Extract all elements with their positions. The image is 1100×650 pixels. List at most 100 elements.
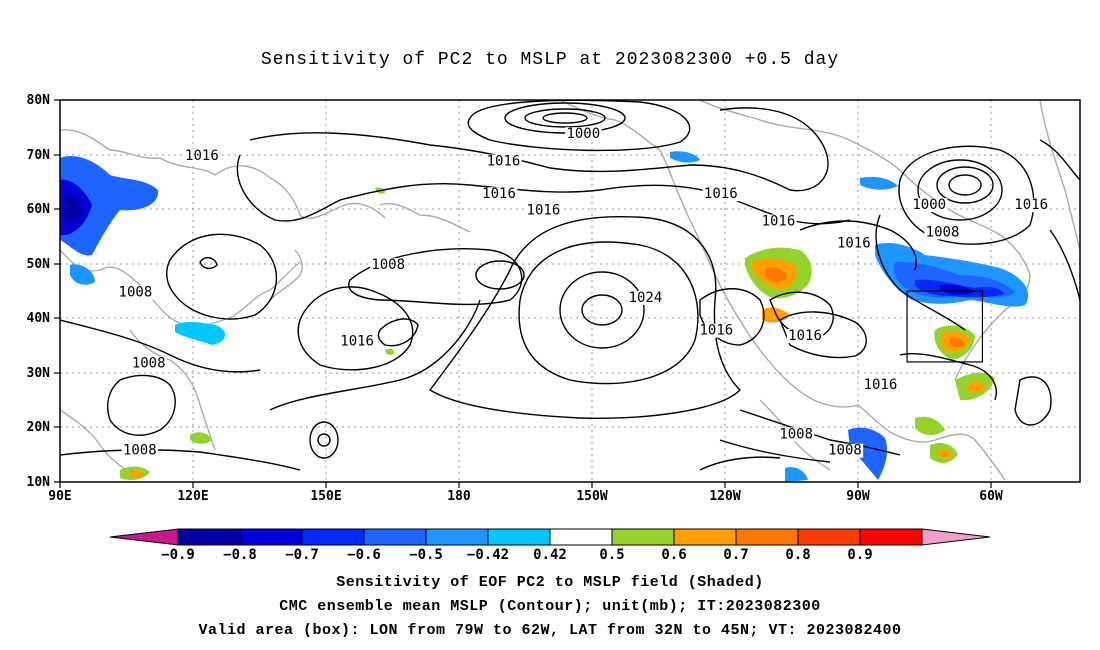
lon-label: 180 (447, 489, 471, 504)
contour-label: 1008 (123, 443, 157, 459)
colorbar-swatch (487, 528, 551, 546)
contour-label-bg (525, 203, 562, 218)
colorbar-label: −0.7 (285, 547, 319, 563)
colorbar-min-arrow (109, 528, 179, 546)
contour-label: 1016 (1014, 197, 1048, 213)
contour-label-bg (183, 149, 221, 164)
colorbar-label: −0.9 (161, 547, 195, 563)
colorbar: −0.9 −0.8 −0.7 −0.6 −0.5 −0.42 0.42 0.5 0.6 0.7 0.… (109, 528, 991, 563)
caption-contour: CMC ensemble mean MSLP (Contour); unit(m… (279, 598, 821, 615)
lat-label: 40N (27, 311, 51, 326)
lat-label: 50N (27, 257, 51, 272)
contour-label-bg (117, 285, 154, 300)
contour-label-bg (369, 258, 407, 273)
lon-label: 150W (576, 489, 607, 504)
contour-label: 1016 (482, 186, 516, 202)
contour-label: 1016 (837, 235, 871, 251)
colorbar-swatch (735, 528, 799, 546)
contour-label: 1016 (527, 203, 561, 219)
colorbar-label: −0.5 (409, 547, 443, 563)
contour-label-bg (786, 329, 824, 344)
colorbar-swatch (425, 528, 489, 546)
colorbar-swatch (363, 528, 427, 546)
colorbar-label: −0.6 (347, 547, 381, 563)
lon-label: 60W (979, 489, 1003, 504)
colorbar-swatch (549, 528, 613, 546)
shade-negative-asia (60, 155, 159, 256)
contour-label-bg (862, 378, 899, 393)
contour-label: 1008 (119, 284, 153, 300)
lat-label: 60N (27, 202, 51, 217)
contour-label: 1008 (828, 443, 862, 459)
contour-label: 1016 (864, 377, 898, 393)
colorbar-swatch (859, 528, 923, 546)
lat-label: 30N (27, 366, 51, 381)
lat-label: 10N (27, 475, 51, 490)
contour-label-bg (485, 154, 522, 169)
contour-label-bg (924, 225, 961, 240)
lat-label: 70N (27, 148, 51, 163)
map-frame (59, 99, 1081, 483)
contour-label: 1008 (926, 224, 960, 240)
contour-label-bg (698, 323, 735, 338)
caption-valid-area: Valid area (box): LON from 79W to 62W, L… (198, 622, 902, 639)
contour-label: 1016 (788, 328, 822, 344)
contour-label-bg (1013, 198, 1050, 213)
lon-label: 150E (310, 489, 341, 504)
colorbar-label: 0.8 (785, 547, 810, 563)
contour-label-bg (338, 334, 376, 349)
lat-label: 20N (27, 420, 51, 435)
contour-label: 1024 (629, 290, 663, 306)
colorbar-label: 0.7 (723, 547, 748, 563)
contour-label-bg (565, 127, 602, 142)
mslp-contours (60, 100, 1080, 471)
colorbar-label: 0.6 (661, 547, 686, 563)
contour-label-bg (835, 236, 873, 251)
contour-label-bg (121, 443, 159, 458)
colorbar-swatch (301, 528, 365, 546)
lon-label: 120E (177, 489, 208, 504)
colorbar-swatch (239, 528, 303, 546)
lat-label: 80N (27, 93, 51, 108)
contour-label: 1016 (185, 148, 219, 164)
contour-label: 1000 (566, 126, 600, 142)
colorbar-label: 0.42 (533, 547, 567, 563)
contour-label: 1016 (762, 214, 796, 230)
contour-label-bg (826, 443, 864, 458)
colorbar-label: 0.9 (847, 547, 872, 563)
contour-label: 1008 (132, 355, 166, 371)
contour-label-bg (702, 187, 739, 202)
lon-labels: 90E 120E 150E 180 150W 120W 90W 60W (48, 489, 1003, 504)
contour-label: 1008 (371, 257, 405, 273)
valid-area-box (906, 290, 984, 363)
contour-label: 1016 (704, 186, 738, 202)
lon-label: 90W (846, 489, 870, 504)
contour-label-bg (777, 427, 815, 442)
contour-label-bg (130, 356, 167, 371)
contour-label-bg (627, 290, 664, 305)
contour-label: 1000 (912, 197, 946, 213)
contour-label: 1016 (699, 323, 733, 339)
lon-label: 120W (709, 489, 740, 504)
colorbar-label: 0.5 (599, 547, 624, 563)
lat-labels: 80N 70N 60N 50N 40N 30N 20N 10N (27, 93, 51, 490)
contour-labels: 1016 1000 1016 1016 1016 1016 1016 1016 1000 1008… (117, 126, 1050, 459)
contour-label-bg (911, 198, 948, 213)
colorbar-label: −0.42 (467, 547, 509, 563)
colorbar-swatch (797, 528, 861, 546)
caption-shading: Sensitivity of EOF PC2 to MSLP field (Sh… (336, 574, 764, 591)
lon-label: 90E (48, 489, 71, 504)
colorbar-max-arrow (921, 528, 991, 546)
tick-marks (54, 99, 992, 488)
colorbar-swatch (673, 528, 737, 546)
contour-label-bg (480, 187, 518, 202)
contour-label-bg (760, 214, 797, 229)
contour-label: 1016 (487, 153, 521, 169)
contour-label: 1008 (779, 426, 813, 442)
colorbar-swatch (177, 528, 241, 546)
map-title: Sensitivity of PC2 to MSLP at 2023082300… (260, 50, 840, 70)
colorbar-label: −0.8 (223, 547, 257, 563)
colorbar-swatch (611, 528, 675, 546)
contour-label: 1016 (340, 334, 374, 350)
